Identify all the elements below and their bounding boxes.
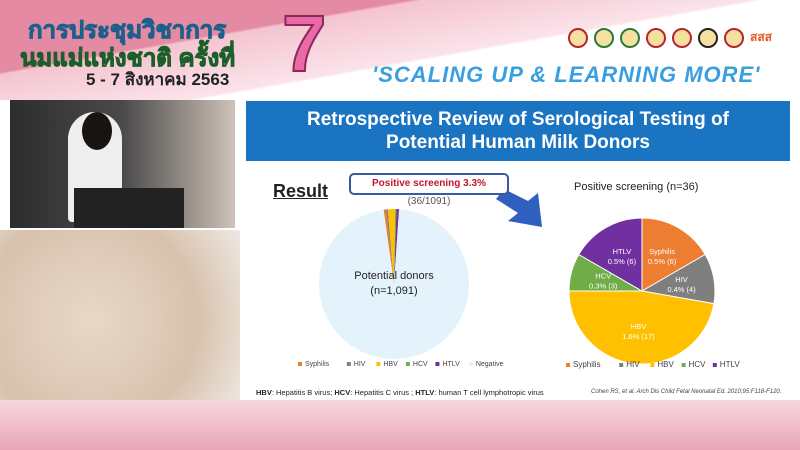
slice-label-value: 0.5% (6): [648, 257, 677, 266]
banner-slogan: 'SCALING UP & LEARNING MORE': [372, 62, 761, 87]
legend-swatch: [650, 363, 655, 367]
footnote: HBV: Hepatitis B virus; HCV: Hepatitis C…: [256, 388, 544, 397]
fn-part: : Hepatitis B virus;: [271, 388, 335, 397]
background-child-photo: [0, 230, 240, 420]
legend-swatch: [405, 362, 410, 366]
pie-slice-hiv: [386, 209, 394, 284]
legend-label: HIV: [626, 360, 640, 369]
callout-rest: (36/1091): [407, 196, 451, 207]
slice-label-name: Syphilis: [649, 247, 675, 256]
pie-slice-htlv: [394, 209, 400, 284]
result-heading: Result: [273, 181, 329, 201]
conference-banner: การประชุมวิชาการ นมแม่แห่งชาติ ครั้งที่ …: [0, 0, 800, 100]
pie-slice-hbv: [568, 290, 715, 365]
sponsor-logos: สสส: [568, 28, 772, 48]
pie-slice-syphilis: [641, 217, 706, 292]
pie-slice-syphilis: [383, 209, 394, 284]
slice-label-name: HIV: [675, 275, 688, 284]
legend-swatch: [435, 362, 440, 366]
pie-slice-htlv: [578, 217, 643, 292]
logo-icon: [620, 28, 640, 48]
legend-label: Syphilis: [305, 361, 330, 368]
legend-label: HCV: [689, 360, 707, 369]
legend-label: HTLV: [720, 360, 741, 369]
legend-swatch: [712, 363, 717, 367]
fn-part: HTLV: [415, 388, 435, 397]
fn-part: HBV: [256, 388, 272, 397]
speaker-head: [82, 112, 112, 150]
legend-swatch: [376, 362, 381, 366]
slice-label-name: HBV: [631, 322, 646, 331]
bottom-strip: [0, 400, 800, 450]
legend-label: HTLV: [442, 361, 460, 368]
slide-title-line1: Retrospective Review of Serological Test…: [307, 109, 729, 130]
banner-title-line1: การประชุมวิชาการ: [27, 17, 227, 45]
positive-screening-callout: Positive screening 3.3% (36/1091): [349, 173, 509, 207]
slice-label-name: HTLV: [613, 247, 632, 256]
logo-icon: [672, 28, 692, 48]
pie-slice-hcv: [394, 209, 397, 284]
slice-label-value: 0.3% (3): [589, 282, 618, 291]
legend-label: Negative: [476, 361, 504, 368]
legend-label: HBV: [383, 361, 398, 368]
slice-label-value: 0.4% (4): [667, 285, 696, 294]
legend-label: HCV: [413, 361, 428, 368]
pie2-title: Positive screening (n=36): [574, 181, 699, 193]
pie1-center-label: (n=1,091): [370, 285, 417, 297]
legend-swatch: [298, 362, 302, 366]
legend-label: HBV: [657, 360, 674, 369]
banner-title-line2: นมแม่แห่งชาติ ครั้งที่: [19, 45, 236, 73]
legend-swatch: [566, 363, 570, 367]
legend-label: HIV: [354, 361, 366, 368]
slide-title: Retrospective Review of Serological Test…: [246, 101, 790, 161]
logo-icon: [594, 28, 614, 48]
legend-swatch: [619, 363, 624, 367]
banner-dates: 5 - 7 สิงหาคม 2563: [86, 70, 230, 89]
slice-label-value: 1.6% (17): [622, 332, 655, 341]
legend-swatch: [681, 363, 686, 367]
legend-swatch: [468, 362, 473, 366]
slice-label-value: 0.5% (6): [608, 257, 637, 266]
legend-label: Syphilis: [573, 360, 601, 369]
podium: [74, 188, 184, 228]
logo-icon: [698, 28, 718, 48]
pie-charts: Potential donors (n=1,091) Syphilis HIV HBV H…: [298, 189, 741, 369]
pie-slice-negative: [319, 209, 469, 359]
slice-label-name: HCV: [595, 272, 611, 281]
logo-icon: [724, 28, 744, 48]
banner-edition: 7: [281, 0, 327, 88]
fn-part: : human T cell lymphotropic virus: [434, 388, 544, 397]
speaker-video: [10, 100, 235, 228]
sss-logo: สสส: [750, 30, 772, 44]
pie1-center-label: Potential donors: [354, 270, 434, 282]
logo-icon: [568, 28, 588, 48]
presentation-slide: Retrospective Review of Serological Test…: [246, 101, 790, 400]
logo-icon: [646, 28, 666, 48]
citation: Cohen RS, et al. Arch Dis Child Fetal Ne…: [591, 389, 782, 395]
fn-part: : Hepatitis C virus ;: [350, 388, 416, 397]
arrow-icon: [496, 189, 542, 227]
fn-part: HCV: [334, 388, 351, 397]
pie-slice-hbv: [387, 209, 396, 284]
legend-swatch: [346, 362, 351, 366]
callout-bold: Positive screening 3.3%: [372, 178, 486, 189]
slide-title-line2: Potential Human Milk Donors: [386, 132, 650, 153]
